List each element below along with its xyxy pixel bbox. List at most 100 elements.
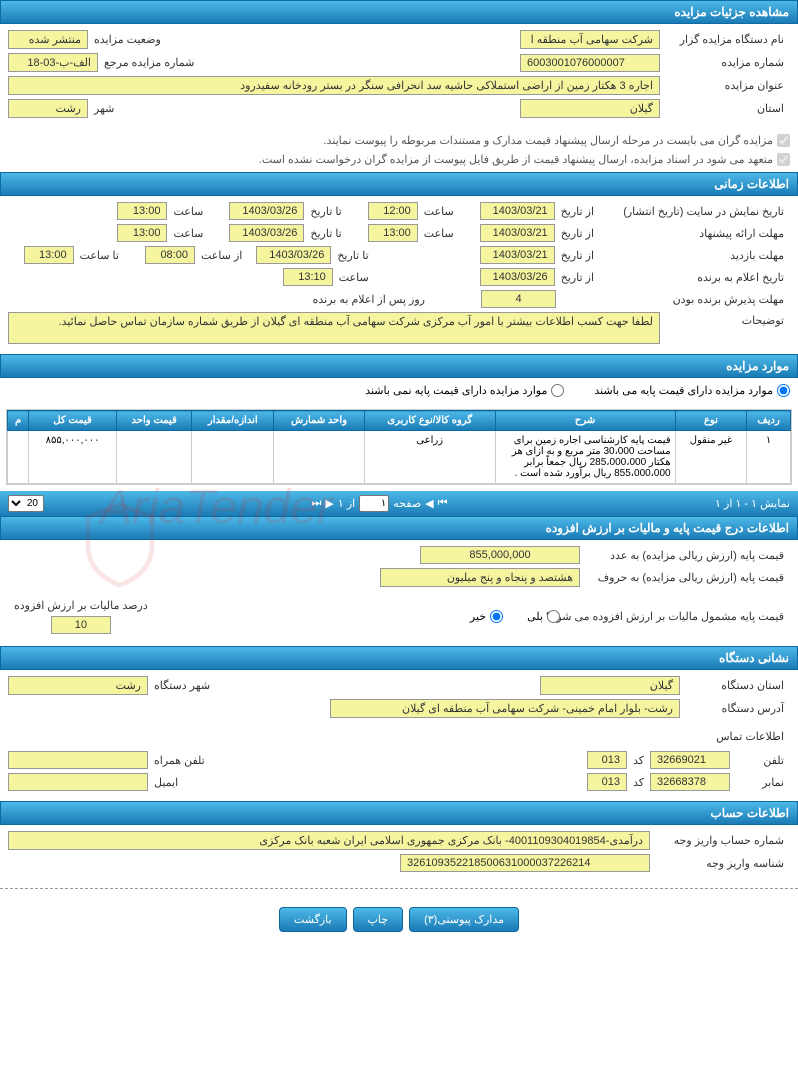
- announce-time: 13:10: [283, 268, 333, 286]
- table-header: گروه کالا/نوع کاربری: [364, 411, 495, 431]
- vat-pct-field: 10: [51, 616, 111, 634]
- radio-has-base-price[interactable]: [777, 384, 790, 397]
- time-label-4: ساعت: [167, 225, 209, 242]
- org-province-field: گیلان: [540, 676, 680, 695]
- to-time-label: تا ساعت: [74, 247, 125, 264]
- pager-last-icon[interactable]: ⏭: [312, 497, 322, 510]
- title-field: اجاره 3 هکتار زمین از اراضی استملاکی حاش…: [8, 76, 660, 95]
- pager-of-label: از ۱: [338, 497, 355, 510]
- divider: [0, 888, 798, 889]
- table-header: واحد شمارش: [274, 411, 365, 431]
- auction-no-label: شماره مزایده: [660, 54, 790, 71]
- auction-no-field: 6003001076000007: [520, 54, 660, 72]
- table-cell: [192, 431, 274, 484]
- proposal-from-time: 13:00: [368, 224, 418, 242]
- organizer-label: نام دستگاه مزایده گزار: [660, 31, 790, 48]
- pager-page-label: صفحه: [393, 497, 421, 510]
- to-date-label-1: تا تاریخ: [304, 203, 347, 220]
- table-row: ۱غیر منقولقیمت پایه کارشناسی اجاره زمین …: [8, 431, 791, 484]
- accept-label: مهلت پذیرش برنده بودن: [600, 291, 790, 308]
- accept-days-label: روز پس از اعلام به برنده: [307, 291, 431, 308]
- table-header: اندازه/مقدار: [192, 411, 274, 431]
- table-cell: ۱: [747, 431, 791, 484]
- print-button[interactable]: چاپ: [353, 907, 404, 932]
- radio2-label: موارد مزایده دارای قیمت پایه نمی باشند: [365, 384, 547, 397]
- account-header: اطلاعات حساب: [0, 801, 798, 825]
- status-field: منتشر شده: [8, 30, 88, 49]
- from-time-label: از ساعت: [195, 247, 248, 264]
- base-text-field: هشتصد و پنجاه و پنج میلیون: [380, 568, 580, 587]
- visit-to-time: 13:00: [24, 246, 74, 264]
- radio1-label: موارد مزایده دارای قیمت پایه می باشند: [594, 384, 773, 397]
- price-header: اطلاعات درج قیمت پایه و مالیات بر ارزش ا…: [0, 516, 798, 540]
- back-button[interactable]: بازگشت: [279, 907, 347, 932]
- display-from-date: 1403/03/21: [480, 202, 555, 220]
- contact-header: اطلاعات تماس: [8, 728, 790, 745]
- deposit-id-label: شناسه واریز وجه: [650, 855, 790, 872]
- accept-days: 4: [481, 290, 556, 308]
- table-cell: قیمت پایه کارشناسی اجاره زمین برای مساحت…: [495, 431, 675, 484]
- to-date-label-2: تا تاریخ: [304, 225, 347, 242]
- visit-from-date: 1403/03/21: [480, 246, 555, 264]
- time-label-2: ساعت: [167, 203, 209, 220]
- fax-code-label: کد: [627, 774, 650, 791]
- organizer-field: شرکت سهامی آب منطقه ا: [520, 30, 660, 49]
- fax-code-field: 013: [587, 773, 627, 791]
- pager-per-page-select[interactable]: 20: [8, 495, 44, 512]
- city-field: رشت: [8, 99, 88, 118]
- table-header: ردیف: [747, 411, 791, 431]
- ref-no-field: الف-ب-03-18: [8, 53, 98, 72]
- pager-first-icon[interactable]: ⏮: [438, 497, 448, 510]
- proposal-from-date: 1403/03/21: [480, 224, 555, 242]
- from-date-label-1: از تاریخ: [555, 203, 600, 220]
- table-cell: [8, 431, 29, 484]
- announce-label: تاریخ اعلام به برنده: [600, 269, 790, 286]
- table-header: قیمت واحد: [116, 411, 192, 431]
- time-label-5: ساعت: [333, 269, 375, 286]
- org-address-field: رشت- بلوار امام خمینی- شرکت سهامی آب منط…: [330, 699, 680, 718]
- note1-checkbox[interactable]: [777, 134, 790, 147]
- org-city-field: رشت: [8, 676, 148, 695]
- radio-no-base-price[interactable]: [551, 384, 564, 397]
- proposal-to-date: 1403/03/26: [229, 224, 304, 242]
- pager-prev-icon[interactable]: ◀: [425, 497, 433, 510]
- phone-field: 32669021: [650, 751, 730, 769]
- org-header: نشانی دستگاه: [0, 646, 798, 670]
- attachments-button[interactable]: مدارک پیوستی(۳): [409, 907, 519, 932]
- org-city-label: شهر دستگاه: [148, 677, 216, 694]
- to-date-label-3: تا تاریخ: [331, 247, 374, 264]
- vat-no-radio[interactable]: [490, 610, 503, 623]
- proposal-label: مهلت ارائه پیشنهاد: [600, 225, 790, 242]
- org-province-label: استان دستگاه: [680, 677, 790, 694]
- announce-date: 1403/03/26: [480, 268, 555, 286]
- desc-label: توضیحات: [660, 312, 790, 329]
- time-label-1: ساعت: [418, 203, 460, 220]
- table-cell: [274, 431, 365, 484]
- email-label: ایمیل: [148, 774, 184, 791]
- desc-field: لطفا جهت کسب اطلاعات بیشتر با امور آب مر…: [8, 312, 660, 344]
- mobile-field: [8, 751, 148, 769]
- org-address-label: آدرس دستگاه: [680, 700, 790, 717]
- phone-code-label: کد: [627, 752, 650, 769]
- from-date-label-2: از تاریخ: [555, 225, 600, 242]
- table-cell: غیر منقول: [675, 431, 747, 484]
- pager-info: نمایش ۱ - ۱ از ۱: [715, 497, 790, 510]
- display-to-date: 1403/03/26: [229, 202, 304, 220]
- account-label: شماره حساب واریز وجه: [650, 832, 790, 849]
- note2-text: متعهد می شود در اسناد مزایده، ارسال پیشن…: [259, 153, 773, 166]
- note2-checkbox[interactable]: [777, 153, 790, 166]
- table-header: نوع: [675, 411, 747, 431]
- vat-pct-label: درصد مالیات بر ارزش افزوده: [8, 597, 154, 614]
- table-cell: [116, 431, 192, 484]
- details-header: مشاهده جزئیات مزایده: [0, 0, 798, 24]
- pager-page-input[interactable]: [359, 495, 389, 512]
- time-label-3: ساعت: [418, 225, 460, 242]
- vat-q-label: قیمت پایه مشمول مالیات بر ارزش افزوده می…: [560, 608, 790, 625]
- base-num-field: 855,000,000: [420, 546, 580, 564]
- vat-yes-radio[interactable]: [547, 610, 560, 623]
- phone-code-field: 013: [587, 751, 627, 769]
- table-header: قیمت کل: [29, 411, 117, 431]
- email-field: [8, 773, 148, 791]
- pager-next-icon[interactable]: ▶: [325, 497, 333, 510]
- proposal-to-time: 13:00: [117, 224, 167, 242]
